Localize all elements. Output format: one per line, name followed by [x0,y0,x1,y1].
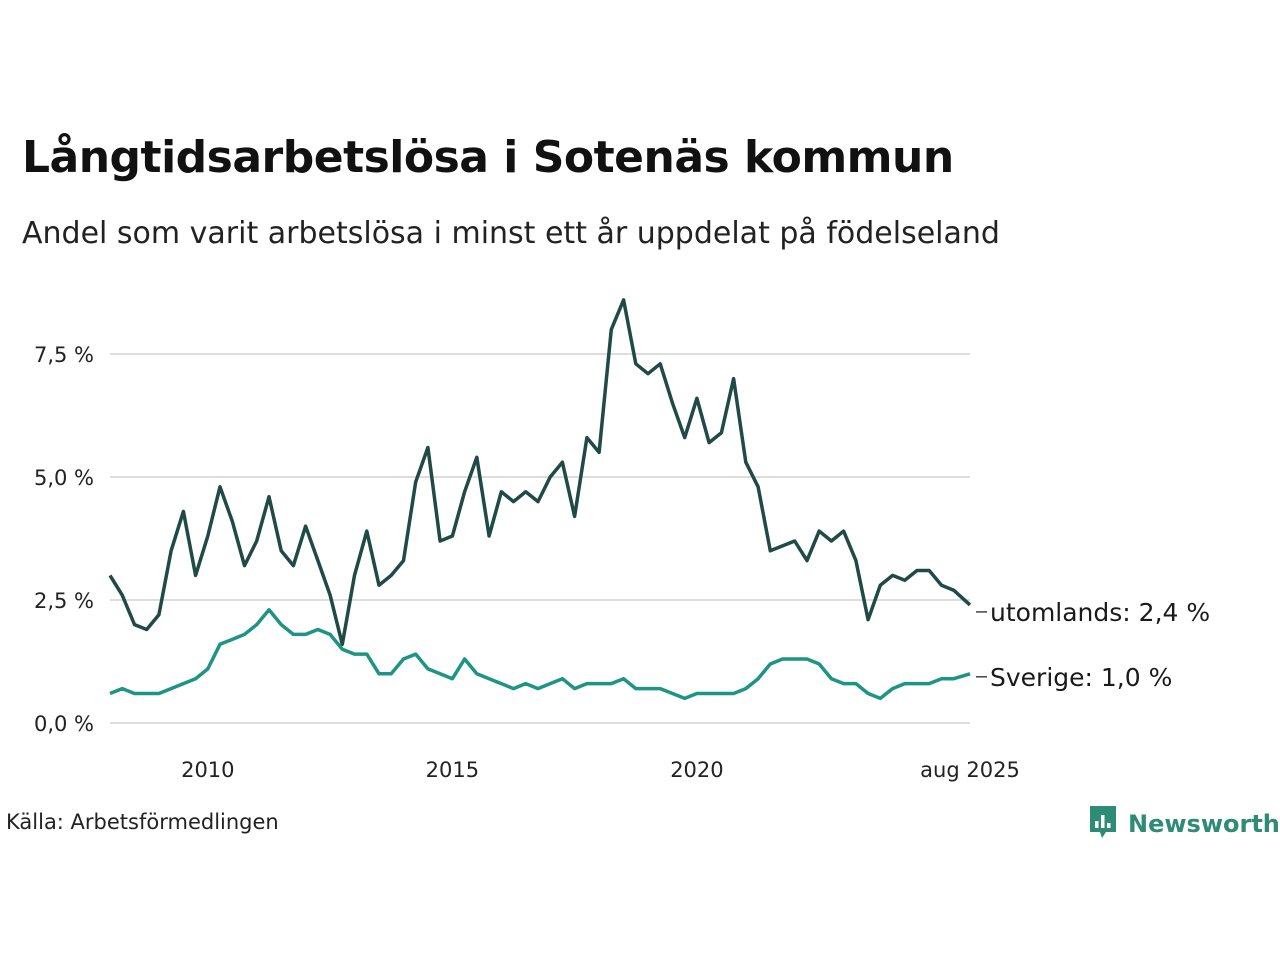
x-tick-label: 2010 [181,758,234,782]
y-tick-label: 5,0 % [34,466,94,490]
y-tick-label: 2,5 % [34,589,94,613]
x-tick-label: 2015 [426,758,479,782]
brand-name: Newsworthy [1128,810,1280,838]
y-axis: 0,0 % 2,5 % 5,0 % 7,5 % [34,343,94,736]
series-end-label: Sverige: 1,0 % [990,663,1172,692]
x-tick-label: 2020 [670,758,723,782]
end-labels: utomlands: 2,4 % Sverige: 1,0 % [976,598,1210,692]
series-end-label: utomlands: 2,4 % [990,598,1210,627]
series-line-sverige [109,608,971,701]
brand-logo: Newsworthy [1088,804,1280,844]
y-tick-label: 7,5 % [34,343,94,367]
y-tick-label: 0,0 % [34,712,94,736]
chart-subtitle: Andel som varit arbetslösa i minst ett å… [22,216,1000,251]
bar-chart-speech-icon [1088,804,1118,844]
series [108,298,972,701]
x-axis: 2010 2015 2020 aug 2025 [181,758,1020,782]
chart-title: Långtidsarbetslösa i Sotenäs kommun [22,132,954,183]
source-note: Källa: Arbetsförmedlingen [6,810,279,834]
x-tick-label: aug 2025 [920,758,1020,782]
gridlines [110,353,970,724]
series-line-utomlands [108,298,972,647]
